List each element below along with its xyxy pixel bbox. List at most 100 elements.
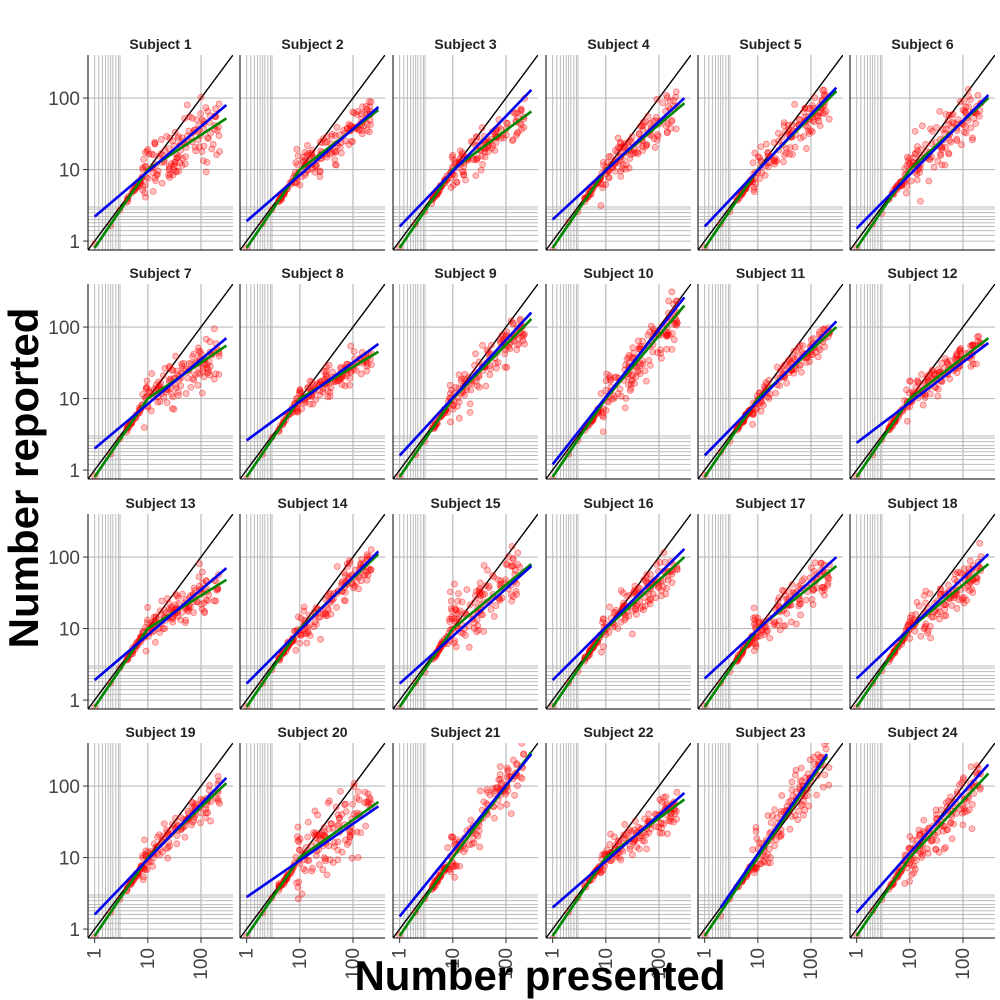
data-point	[144, 619, 151, 627]
data-point	[630, 826, 638, 834]
data-point	[770, 157, 778, 164]
facet-plot-area	[546, 284, 691, 479]
data-point	[666, 97, 674, 105]
data-point	[451, 580, 458, 588]
data-point	[492, 359, 499, 367]
data-point	[476, 843, 484, 851]
data-point	[446, 866, 454, 873]
data-point	[665, 331, 673, 339]
data-point	[169, 137, 176, 145]
data-point	[496, 581, 504, 589]
data-point	[948, 835, 956, 843]
data-point	[975, 112, 983, 120]
data-point	[973, 575, 981, 582]
data-point	[929, 613, 937, 621]
data-point	[662, 793, 670, 801]
identity-line	[546, 743, 691, 938]
data-point	[914, 377, 921, 385]
data-point	[191, 371, 199, 379]
data-point	[953, 351, 961, 359]
data-point	[760, 857, 767, 865]
data-point	[473, 616, 481, 624]
data-point	[296, 386, 304, 394]
data-point	[336, 814, 344, 822]
data-point	[798, 800, 806, 808]
data-point	[950, 119, 958, 127]
data-point	[173, 167, 180, 175]
data-point	[489, 785, 497, 792]
data-point	[160, 820, 168, 828]
data-point	[801, 792, 808, 800]
data-point	[312, 620, 320, 628]
data-point	[625, 612, 633, 620]
data-point	[973, 762, 981, 770]
facet-title: Subject 21	[430, 724, 500, 740]
data-point	[634, 367, 642, 374]
data-point	[928, 366, 936, 374]
data-point	[455, 414, 463, 422]
identity-line	[393, 514, 538, 709]
data-point	[926, 390, 934, 398]
data-point	[151, 140, 159, 148]
data-point	[292, 159, 300, 166]
data-point	[193, 116, 200, 124]
data-point	[599, 866, 607, 874]
data-point	[960, 594, 968, 601]
data-point	[821, 586, 829, 593]
data-point	[786, 150, 794, 158]
data-point	[302, 867, 309, 875]
data-point	[762, 853, 770, 861]
data-point	[472, 172, 480, 180]
data-point	[749, 159, 757, 167]
data-point	[629, 838, 637, 846]
data-point	[912, 611, 920, 618]
data-point	[357, 370, 365, 378]
data-point	[473, 156, 481, 164]
data-point	[475, 827, 483, 835]
data-point	[205, 368, 212, 376]
green-fit-line	[855, 772, 990, 937]
data-point	[324, 387, 332, 395]
data-point	[613, 148, 621, 156]
data-point	[354, 788, 362, 796]
data-point	[367, 565, 375, 573]
data-point	[775, 137, 782, 145]
data-point	[910, 862, 918, 870]
data-point	[483, 346, 491, 354]
data-point	[458, 150, 466, 158]
blue-fit-line	[245, 106, 380, 223]
data-point	[755, 619, 763, 626]
data-point	[141, 189, 149, 197]
data-point	[492, 139, 500, 147]
data-point	[958, 594, 966, 602]
data-point	[296, 181, 304, 189]
data-point	[634, 337, 642, 345]
data-point	[617, 139, 624, 147]
y-tick-label: 100	[48, 89, 80, 110]
data-point	[319, 388, 327, 396]
data-point	[168, 603, 176, 611]
data-point	[298, 389, 305, 397]
data-point	[760, 631, 768, 638]
data-point	[969, 136, 976, 144]
data-point	[960, 565, 968, 573]
data-point	[943, 826, 951, 834]
data-point	[657, 587, 665, 594]
data-point	[180, 359, 188, 367]
data-point	[462, 631, 469, 639]
data-point	[790, 348, 798, 355]
data-point	[187, 383, 195, 391]
data-point	[478, 124, 486, 132]
data-point	[914, 378, 922, 385]
data-point	[216, 800, 223, 807]
data-point	[949, 110, 957, 118]
facet-title: Subject 20	[277, 724, 347, 740]
data-point	[904, 621, 912, 628]
data-point	[308, 867, 316, 875]
data-point	[773, 621, 781, 629]
data-point	[624, 138, 632, 146]
data-point	[164, 844, 172, 852]
data-point	[658, 354, 665, 362]
data-point	[517, 107, 524, 114]
data-point	[795, 602, 803, 610]
